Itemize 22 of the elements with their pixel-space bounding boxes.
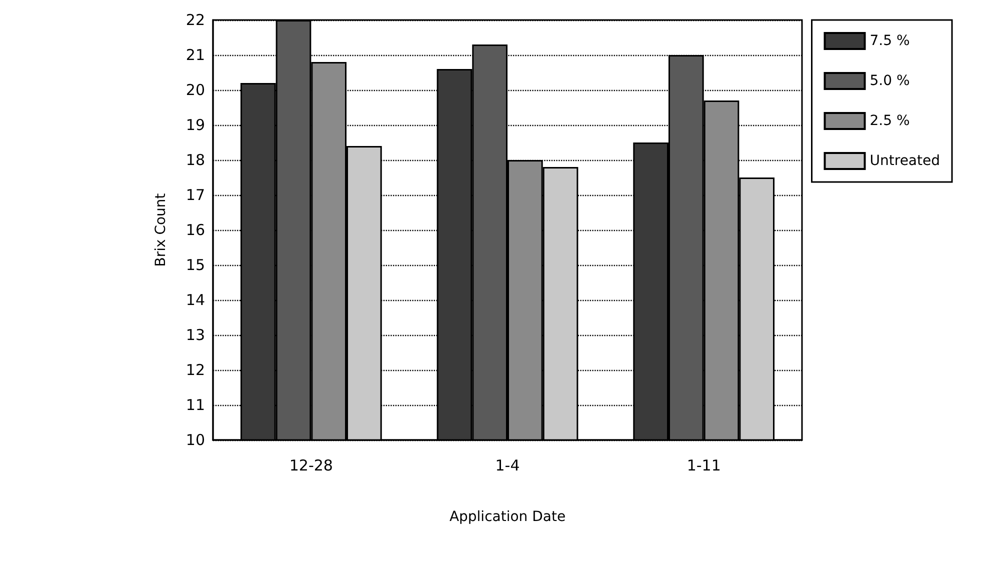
y-tick-label: 16 [186,221,205,239]
legend-label: Untreated [870,153,940,169]
y-tick-label: 10 [186,431,205,449]
y-tick-label: 12 [186,361,205,379]
legend-label: 7.5 % [870,33,910,49]
y-tick-label: 17 [186,186,205,204]
x-tick-label: 1-11 [686,456,721,474]
y-axis-title: Brix Count [153,192,169,267]
x-tick-label: 12-28 [289,456,333,474]
y-tick-label: 19 [186,116,205,134]
y-tick-label: 13 [186,326,205,344]
x-tick-label: 1-4 [495,456,520,474]
y-tick-label: 22 [186,11,205,29]
legend-label: 2.5 % [870,113,910,129]
y-tick-label: 14 [186,291,205,309]
y-tick-label: 11 [186,396,205,414]
y-tick-label: 21 [186,46,205,64]
x-axis-title: Application Date [449,509,566,525]
legend-label: 5.0 % [870,73,910,89]
y-tick-label: 18 [186,151,205,169]
y-tick-label: 20 [186,81,205,99]
y-tick-label: 15 [186,256,205,274]
